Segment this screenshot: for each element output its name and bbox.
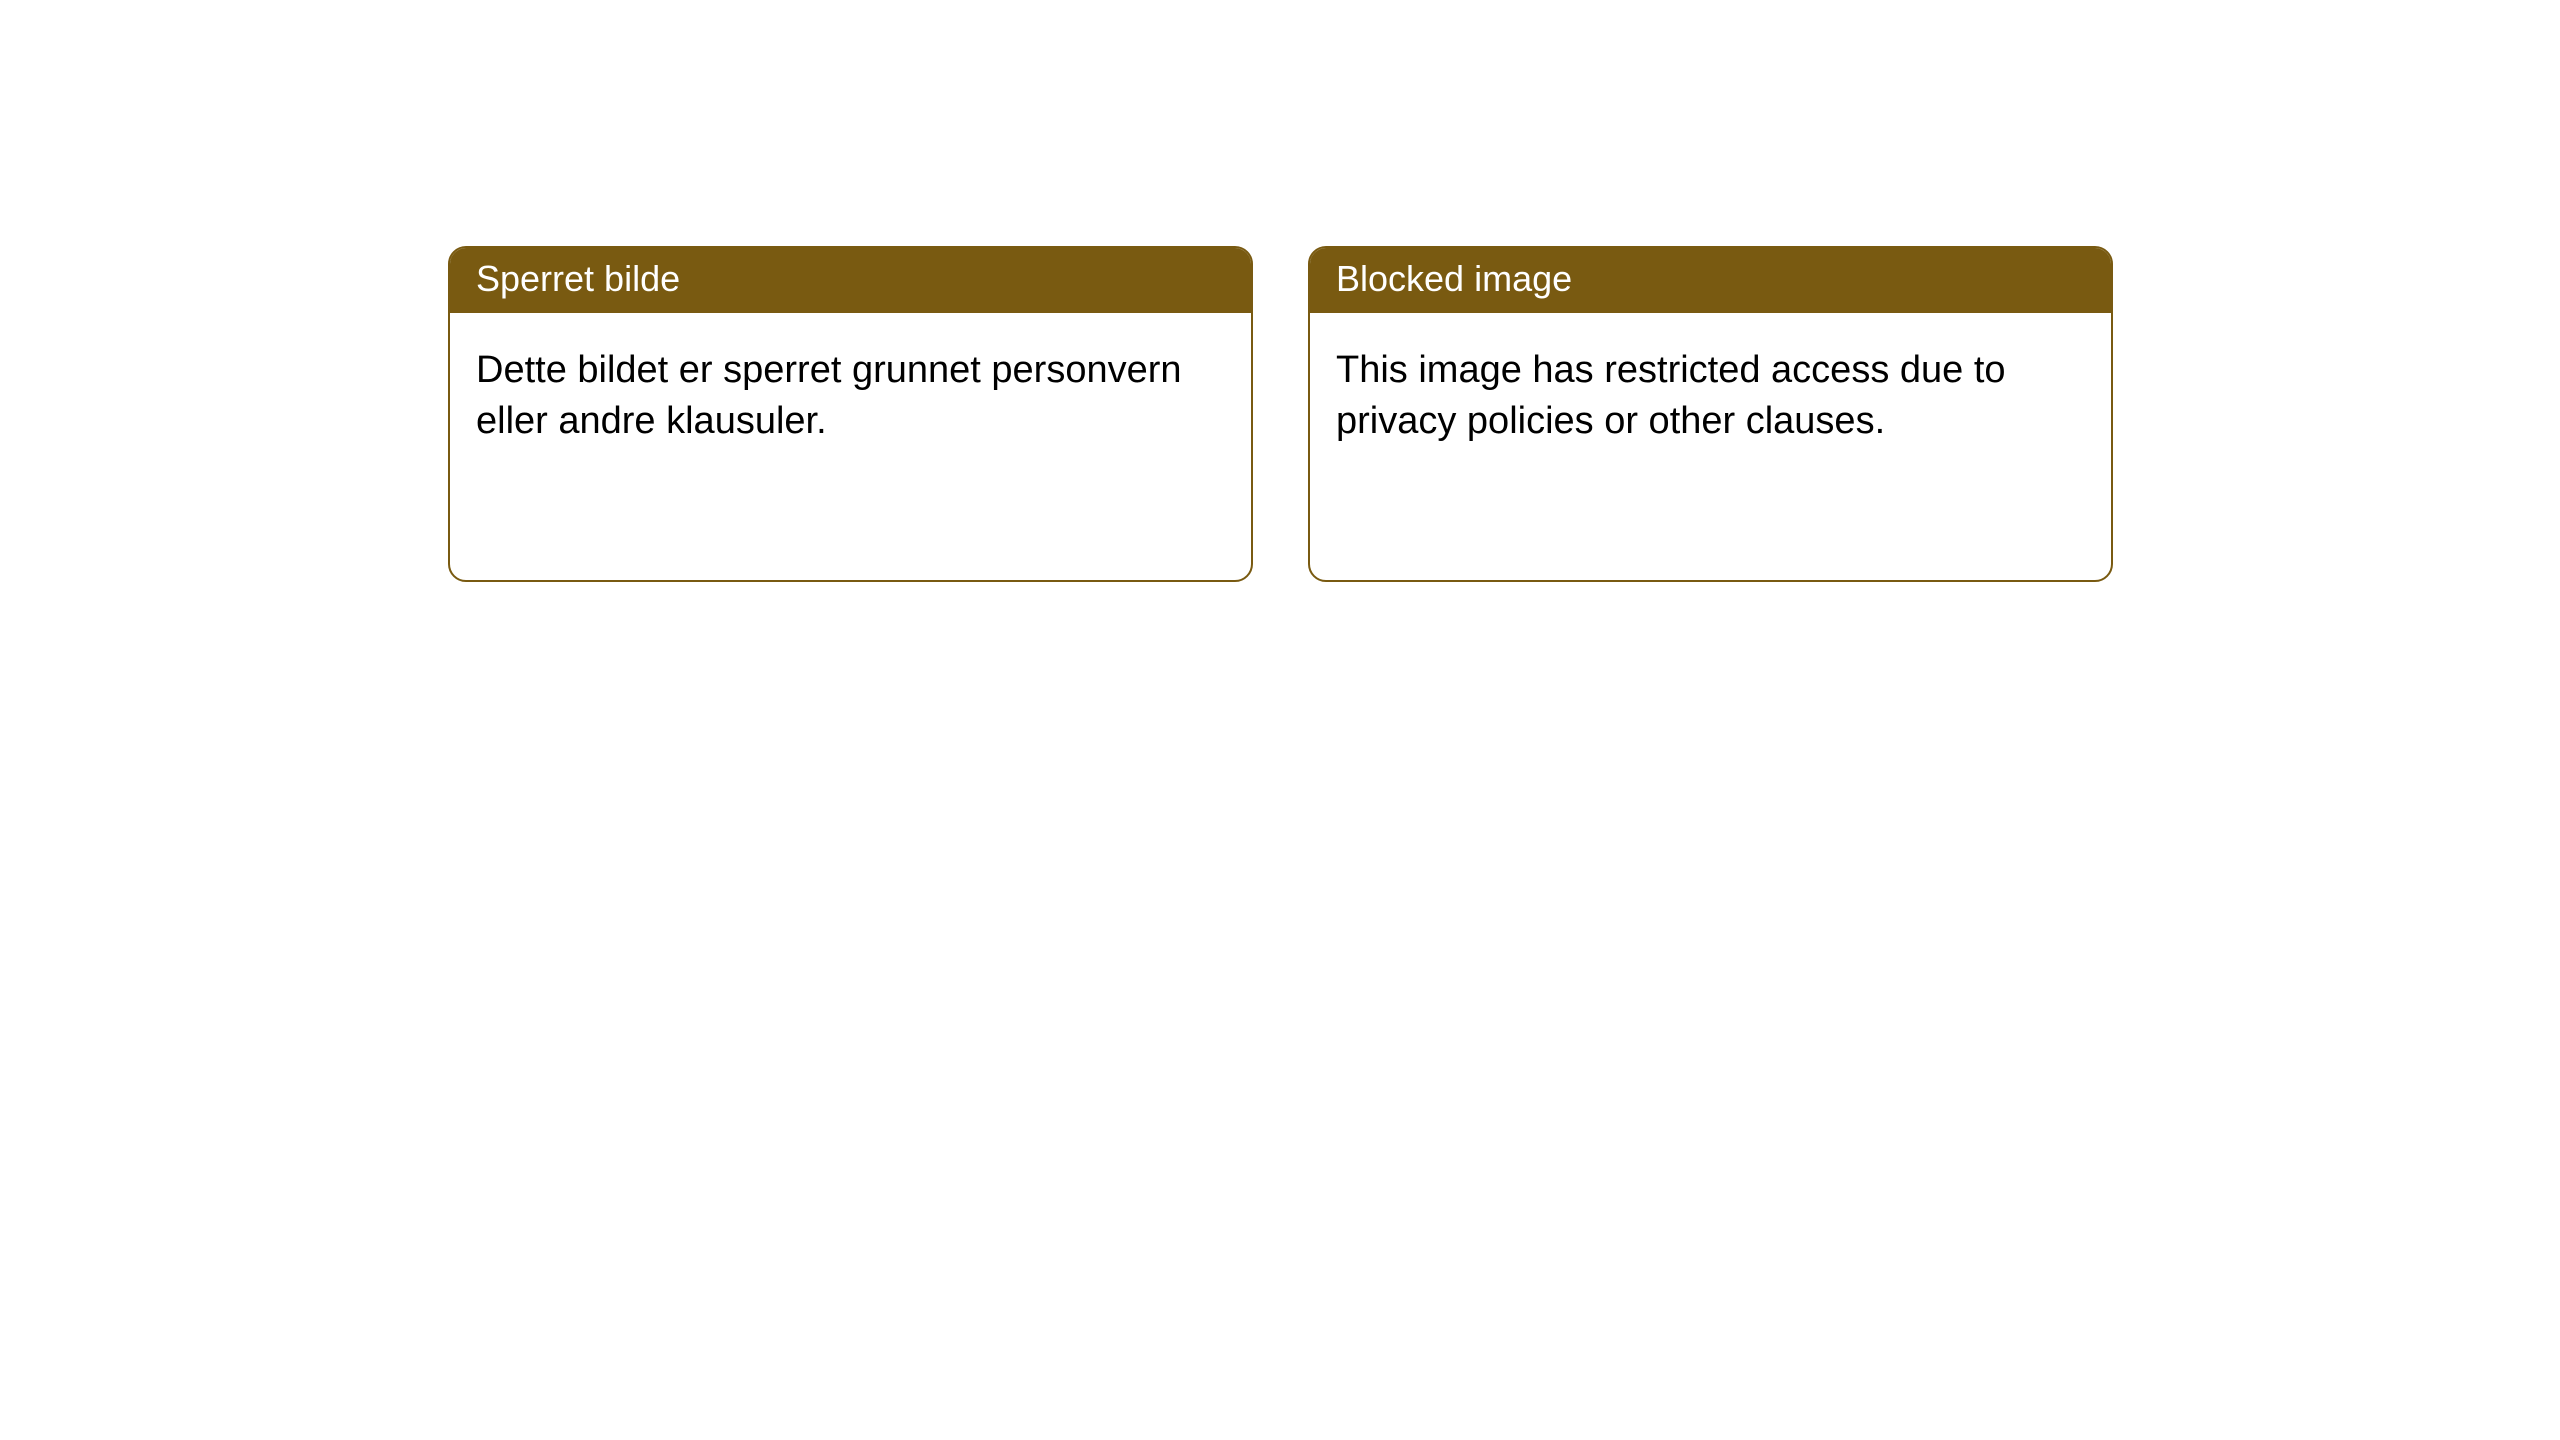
notice-body-english: This image has restricted access due to …	[1310, 313, 2111, 474]
notice-cards-container: Sperret bilde Dette bildet er sperret gr…	[448, 246, 2113, 582]
notice-card-norwegian: Sperret bilde Dette bildet er sperret gr…	[448, 246, 1253, 582]
notice-title-norwegian: Sperret bilde	[450, 248, 1251, 313]
notice-card-english: Blocked image This image has restricted …	[1308, 246, 2113, 582]
notice-body-norwegian: Dette bildet er sperret grunnet personve…	[450, 313, 1251, 474]
notice-title-english: Blocked image	[1310, 248, 2111, 313]
